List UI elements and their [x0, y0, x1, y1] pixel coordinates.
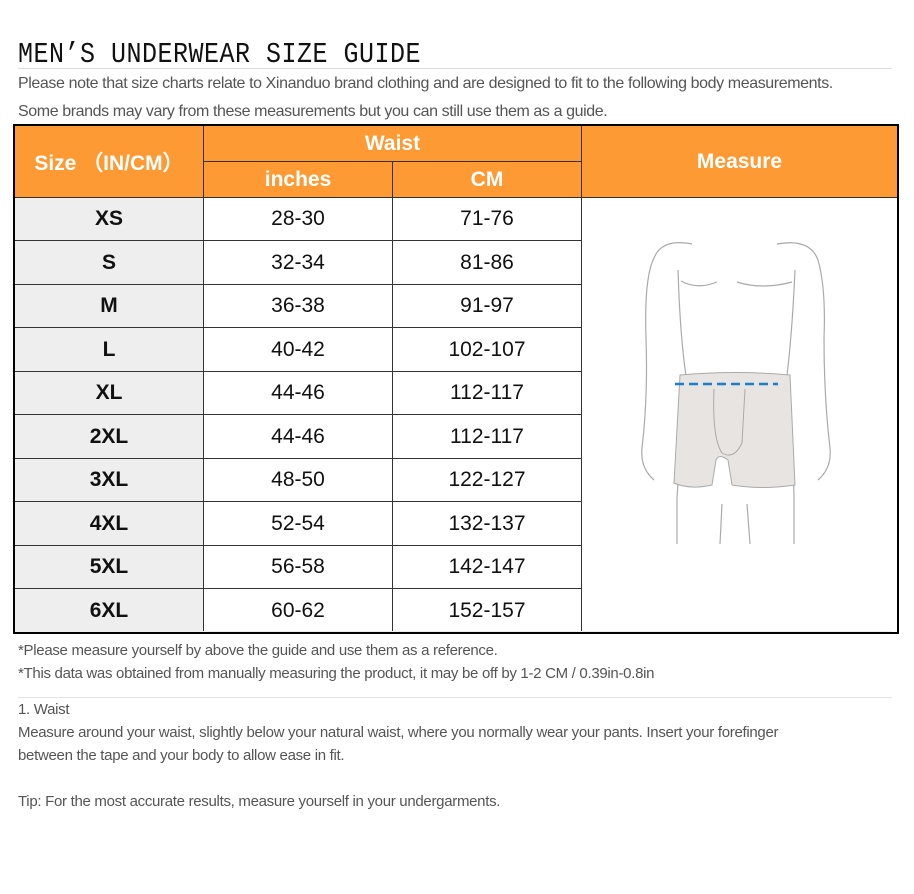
size-cell: 2XL — [13, 414, 204, 459]
size-cell: 6XL — [13, 588, 204, 634]
cm-cell: 112-117 — [392, 370, 582, 416]
header-waist: Waist — [203, 124, 582, 162]
intro-line-2: Some brands may vary from these measurem… — [18, 103, 608, 120]
size-cell: M — [13, 283, 204, 329]
cm-cell: 102-107 — [392, 327, 582, 372]
inches-cell: 28-30 — [203, 196, 393, 242]
size-cell: 4XL — [13, 501, 204, 546]
intro-line-1: Please note that size charts relate to X… — [18, 75, 833, 92]
inches-cell: 56-58 — [203, 544, 393, 590]
inches-cell: 32-34 — [203, 240, 393, 285]
header-size: Size （IN/CM） — [13, 124, 204, 198]
table-row: XS 28-30 71-76 — [13, 196, 899, 634]
header-measure: Measure — [581, 124, 899, 198]
header-inches: inches — [203, 161, 393, 198]
waist-text-1: Measure around your waist, slightly belo… — [18, 724, 779, 741]
note-2: *This data was obtained from manually me… — [18, 665, 655, 682]
table-row: L 40-42 102-107 — [13, 327, 898, 372]
table-row: 5XL 56-58 142-147 — [13, 544, 898, 590]
size-cell: XL — [13, 370, 204, 416]
size-cell: 3XL — [13, 457, 204, 503]
inches-cell: 44-46 — [203, 370, 393, 416]
divider — [18, 68, 892, 69]
table-row: XL 44-46 112-117 — [13, 370, 898, 416]
table-row: 4XL 52-54 132-137 — [13, 501, 898, 546]
size-cell: S — [13, 240, 204, 285]
cm-cell: 71-76 — [392, 196, 582, 242]
cm-cell: 112-117 — [392, 414, 582, 459]
inches-cell: 44-46 — [203, 414, 393, 459]
table-row: M 36-38 91-97 — [13, 283, 898, 329]
table-row: 3XL 48-50 122-127 — [13, 457, 898, 503]
size-cell: XS — [13, 196, 204, 242]
cm-cell: 142-147 — [392, 544, 582, 590]
cm-cell: 152-157 — [392, 588, 582, 634]
size-cell: L — [13, 327, 204, 372]
cm-cell: 91-97 — [392, 283, 582, 329]
waist-text-2: between the tape and your body to allow … — [18, 747, 345, 764]
cm-cell: 81-86 — [392, 240, 582, 285]
inches-cell: 36-38 — [203, 283, 393, 329]
page-title: MEN’S UNDERWEAR SIZE GUIDE — [18, 38, 422, 72]
inches-cell: 60-62 — [203, 588, 393, 634]
waist-heading: 1. Waist — [18, 701, 70, 718]
note-1: *Please measure yourself by above the gu… — [18, 642, 498, 659]
cm-cell: 122-127 — [392, 457, 582, 503]
size-cell: 5XL — [13, 544, 204, 590]
divider — [18, 631, 892, 632]
tip-text: Tip: For the most accurate results, meas… — [18, 793, 501, 810]
inches-cell: 40-42 — [203, 327, 393, 372]
table-row: S 32-34 81-86 — [13, 240, 898, 285]
inches-cell: 52-54 — [203, 501, 393, 546]
size-table: Size （IN/CM） Waist Measure inches CM XS … — [13, 124, 899, 634]
table-row: 2XL 44-46 112-117 — [13, 414, 898, 459]
body-waist-illustration — [641, 242, 831, 545]
table-row: 6XL 60-62 152-157 — [13, 588, 898, 634]
measure-illustration-cell — [581, 197, 899, 634]
divider — [18, 697, 892, 698]
cm-cell: 132-137 — [392, 501, 582, 546]
header-cm: CM — [392, 161, 582, 198]
inches-cell: 48-50 — [203, 457, 393, 503]
